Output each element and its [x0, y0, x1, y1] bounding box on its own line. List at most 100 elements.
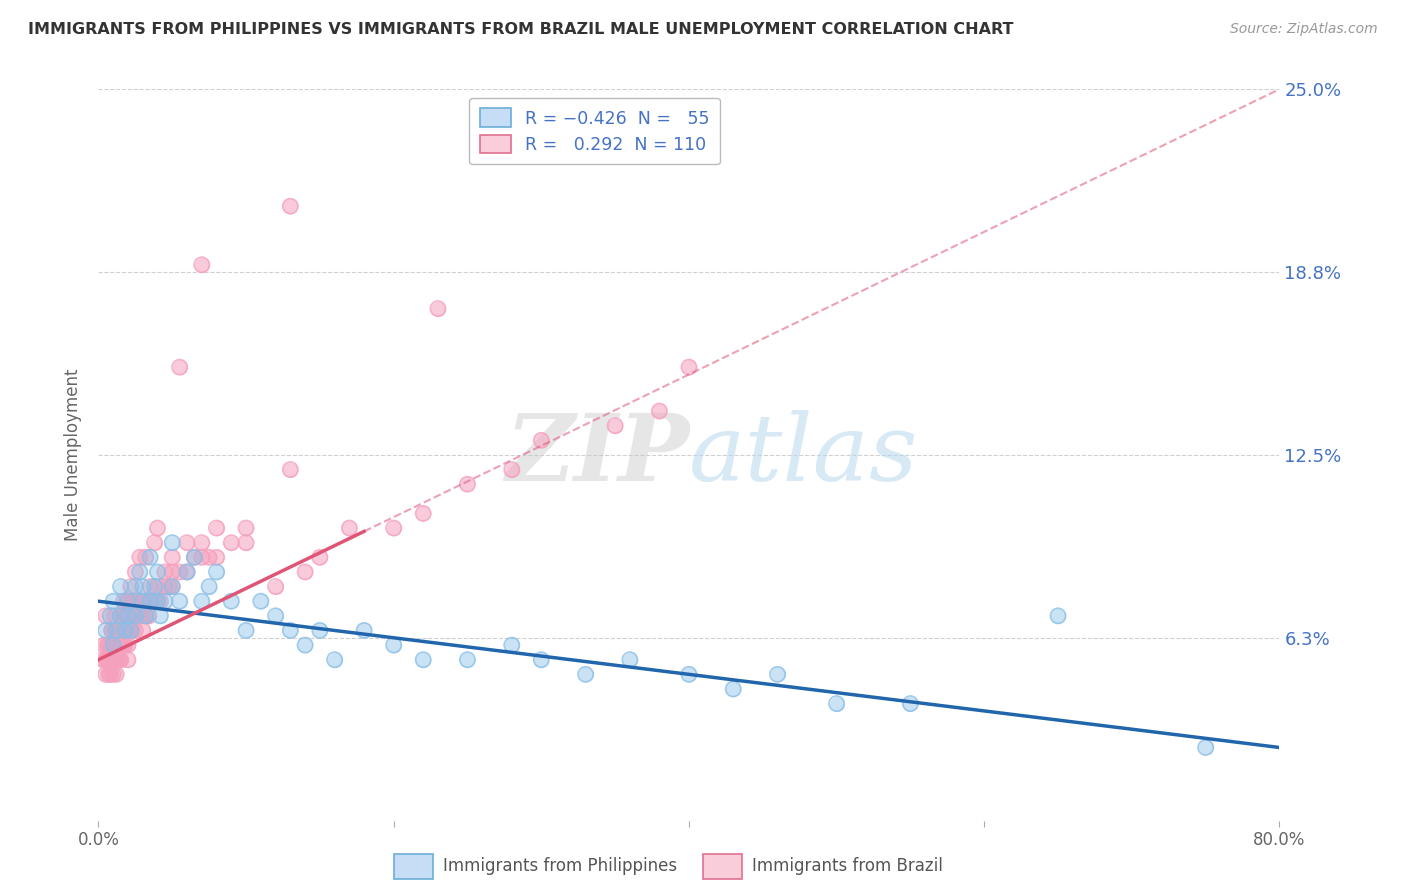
Point — [205, 521, 228, 535]
Point — [110, 653, 132, 667]
Point — [135, 608, 157, 623]
Point — [128, 608, 150, 623]
Point — [132, 580, 155, 594]
Point — [219, 535, 242, 549]
Point — [132, 608, 155, 623]
Point — [117, 608, 139, 623]
Point — [100, 653, 122, 667]
Point — [1195, 740, 1218, 755]
Point — [176, 565, 198, 579]
Point — [128, 594, 150, 608]
Point — [219, 594, 242, 608]
Point — [96, 653, 118, 667]
Point — [149, 594, 172, 608]
Point — [278, 462, 302, 476]
Point — [135, 608, 157, 623]
Point — [115, 624, 138, 638]
Point — [91, 653, 114, 667]
Point — [146, 565, 169, 579]
Point — [235, 624, 257, 638]
Point — [100, 624, 122, 638]
Point — [501, 462, 523, 476]
Point — [104, 624, 127, 638]
Point — [118, 608, 141, 623]
Point — [153, 594, 176, 608]
Point — [124, 608, 146, 623]
Point — [382, 521, 405, 535]
Point — [114, 624, 136, 638]
Point — [120, 624, 142, 638]
Point — [108, 653, 131, 667]
Point — [323, 653, 346, 667]
Point — [250, 594, 273, 608]
Point — [146, 594, 169, 608]
Point — [103, 638, 125, 652]
Point — [93, 638, 115, 652]
Point — [146, 521, 169, 535]
Point — [191, 535, 214, 549]
Point — [191, 550, 214, 565]
Point — [574, 667, 596, 681]
Point — [135, 608, 157, 623]
Point — [139, 594, 162, 608]
Point — [120, 624, 142, 638]
Point — [105, 638, 128, 652]
Point — [132, 594, 155, 608]
Point — [98, 667, 121, 681]
Point — [205, 550, 228, 565]
Point — [176, 565, 198, 579]
Point — [103, 594, 125, 608]
Point — [353, 624, 375, 638]
Point — [111, 638, 134, 652]
Point — [132, 594, 155, 608]
Point — [110, 624, 132, 638]
Point — [124, 580, 146, 594]
Point — [309, 550, 332, 565]
Point — [94, 653, 117, 667]
Point — [120, 594, 142, 608]
Point — [162, 580, 183, 594]
Point — [114, 608, 136, 623]
Point — [146, 521, 169, 535]
Point — [124, 565, 146, 579]
Point — [132, 608, 155, 623]
Point — [309, 624, 332, 638]
Point — [121, 624, 143, 638]
Point — [98, 638, 121, 652]
Point — [110, 608, 132, 623]
Point — [157, 580, 180, 594]
Point — [124, 565, 146, 579]
Point — [219, 594, 242, 608]
Point — [294, 565, 316, 579]
Point — [264, 580, 287, 594]
Point — [825, 697, 848, 711]
Point — [117, 608, 139, 623]
Point — [205, 565, 228, 579]
Point — [139, 550, 162, 565]
Point — [198, 550, 221, 565]
Point — [117, 638, 139, 652]
Point — [235, 624, 257, 638]
Point — [103, 653, 125, 667]
Point — [105, 624, 128, 638]
Point — [530, 434, 553, 448]
Point — [412, 653, 434, 667]
Point — [294, 638, 316, 652]
Point — [530, 653, 553, 667]
Point — [97, 667, 120, 681]
Point — [169, 594, 191, 608]
Point — [107, 624, 129, 638]
Point — [235, 535, 257, 549]
Point — [605, 418, 627, 433]
Point — [427, 301, 450, 316]
Point — [138, 608, 160, 623]
Point — [98, 638, 121, 652]
Point — [294, 638, 316, 652]
Point — [353, 624, 375, 638]
Point — [107, 624, 129, 638]
Point — [198, 580, 221, 594]
Point — [105, 667, 128, 681]
Point — [114, 624, 136, 638]
Point — [456, 653, 478, 667]
Point — [121, 594, 143, 608]
